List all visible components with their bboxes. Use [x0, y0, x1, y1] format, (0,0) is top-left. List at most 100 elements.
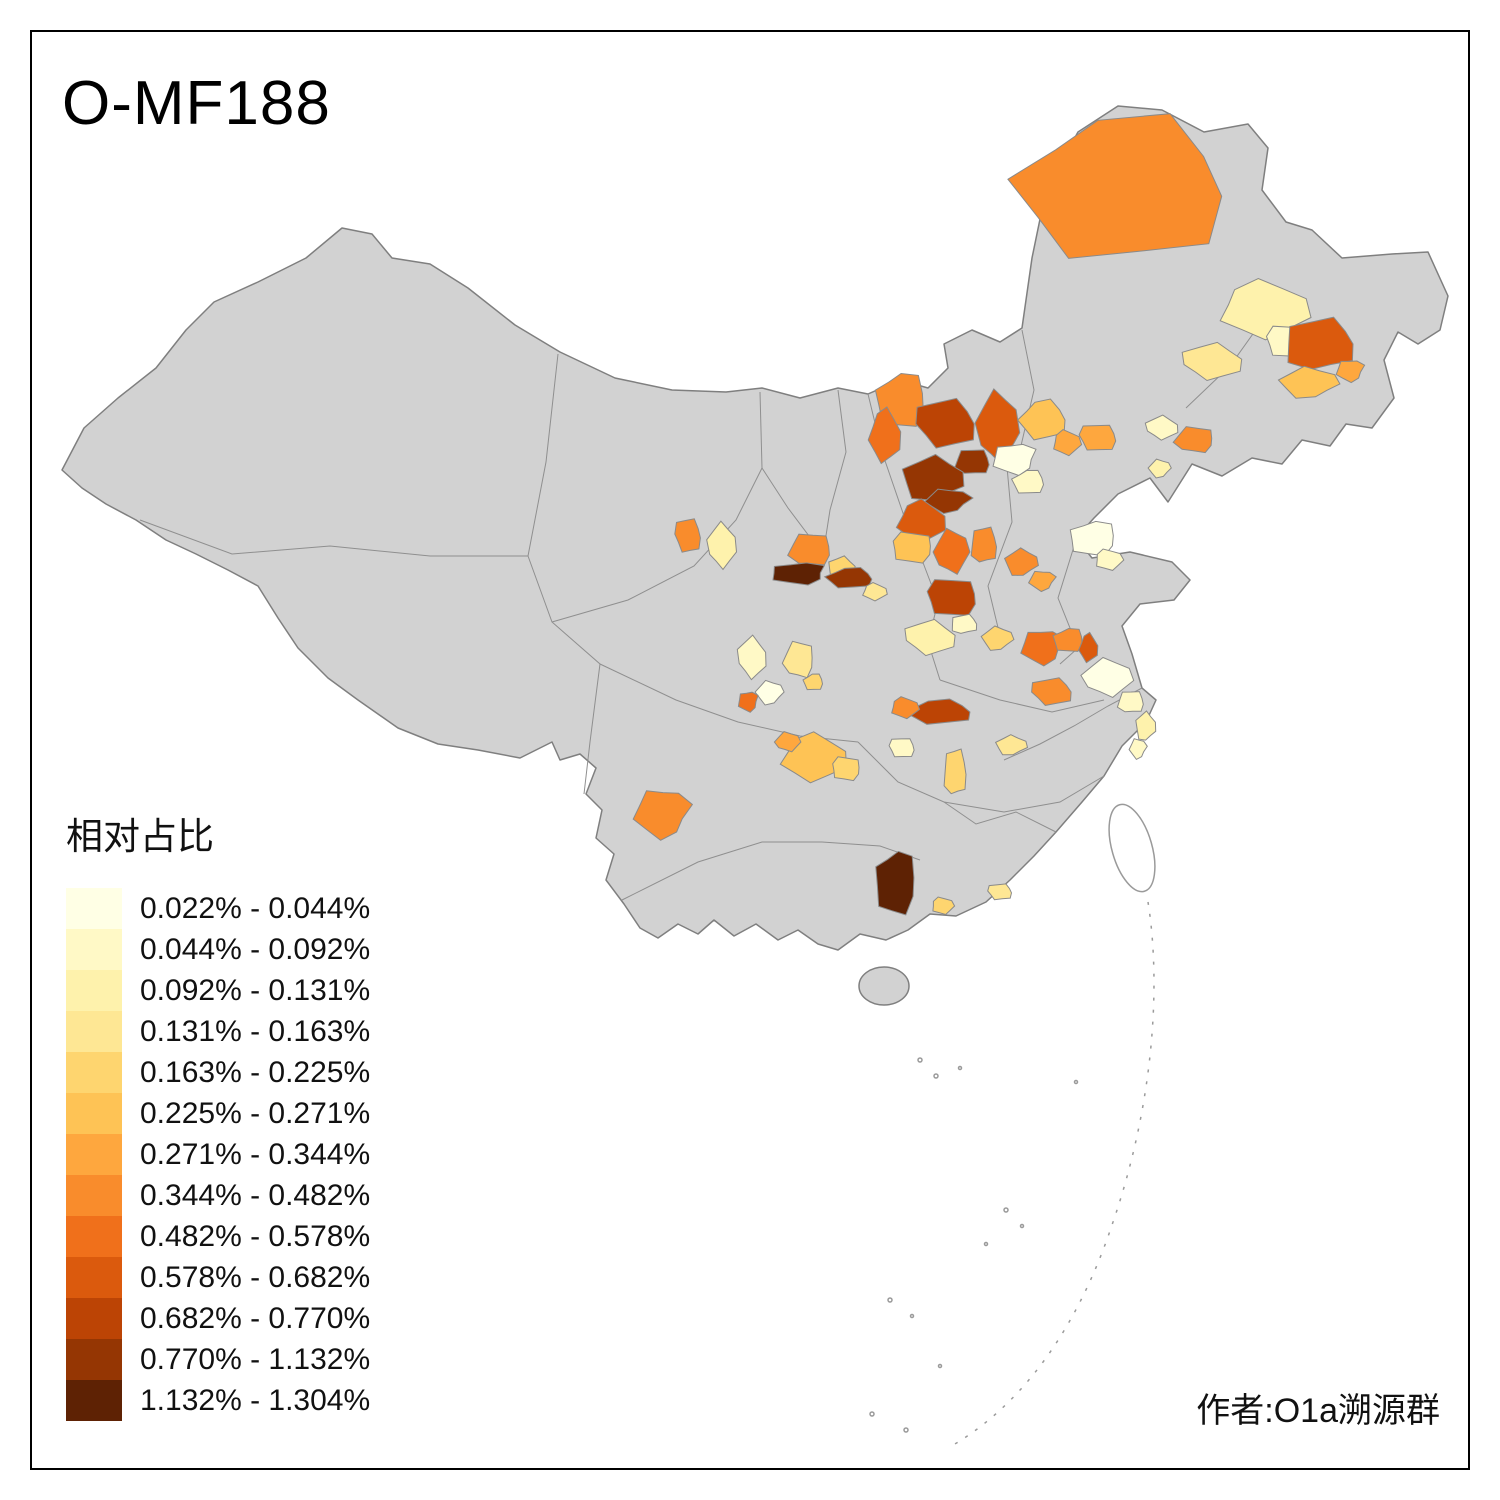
map-region	[1053, 429, 1083, 457]
map-region	[932, 896, 956, 916]
map-region	[951, 613, 978, 634]
legend-swatch	[66, 1339, 122, 1380]
map-region	[904, 618, 956, 657]
legend-swatch	[66, 1380, 122, 1421]
map-region	[926, 579, 976, 616]
legend-row: 0.022% - 0.044%	[66, 888, 370, 929]
map-region	[674, 518, 701, 553]
map-region	[875, 850, 915, 916]
map-region	[1003, 547, 1039, 576]
legend-label: 0.225% - 0.271%	[140, 1096, 371, 1130]
map-region	[1144, 414, 1179, 441]
map-region	[754, 679, 785, 706]
map-region	[1016, 398, 1066, 441]
legend-swatch	[66, 1134, 122, 1175]
legend-label: 0.092% - 0.131%	[140, 973, 371, 1007]
region-layer	[632, 113, 1366, 916]
legend-label: 0.022% - 0.044%	[140, 891, 371, 925]
map-region	[772, 562, 826, 586]
legend-label: 1.132% - 1.304%	[140, 1383, 371, 1417]
map-region	[1116, 691, 1144, 713]
hainan-island	[858, 966, 910, 1006]
map-region	[781, 640, 813, 679]
legend-row: 0.682% - 0.770%	[66, 1298, 370, 1339]
legend-label: 0.044% - 0.092%	[140, 932, 371, 966]
legend-swatch	[66, 970, 122, 1011]
legend-label: 0.131% - 0.163%	[140, 1014, 371, 1048]
map-region	[867, 406, 902, 465]
taiwan-island	[1108, 803, 1156, 893]
legend-swatch	[66, 1052, 122, 1093]
legend-swatch	[66, 1298, 122, 1339]
legend-swatch	[66, 1093, 122, 1134]
legend-swatch	[66, 929, 122, 970]
attribution-text: 作者:O1a溯源群	[1196, 1392, 1440, 1430]
legend-row: 0.344% - 0.482%	[66, 1175, 370, 1216]
map-region	[773, 731, 802, 753]
legend-label: 0.271% - 0.344%	[140, 1137, 371, 1171]
map-region	[706, 520, 738, 571]
legend-row: 0.225% - 0.271%	[66, 1093, 370, 1134]
legend-row: 0.163% - 0.225%	[66, 1052, 370, 1093]
map-region	[802, 673, 824, 691]
map-region	[915, 397, 975, 449]
legend-label: 0.344% - 0.482%	[140, 1178, 371, 1212]
legend-swatch	[66, 1011, 122, 1052]
map-region	[1069, 520, 1114, 557]
map-region	[823, 566, 873, 589]
map-region	[1172, 426, 1213, 454]
legend-swatch	[66, 1216, 122, 1257]
map-region	[994, 734, 1029, 756]
legend-row: 0.044% - 0.092%	[66, 929, 370, 970]
map-region	[1007, 113, 1223, 259]
map-region	[932, 527, 971, 575]
legend-label: 0.770% - 1.132%	[140, 1342, 371, 1376]
map-region	[953, 449, 990, 474]
map-region	[832, 756, 860, 782]
legend-label: 0.578% - 0.682%	[140, 1260, 371, 1294]
map-region	[1078, 631, 1099, 664]
south-china-sea-boundary	[869, 901, 1155, 1449]
map-region	[980, 625, 1015, 651]
legend-row: 1.132% - 1.304%	[66, 1380, 370, 1421]
legend-row: 0.271% - 0.344%	[66, 1134, 370, 1175]
map-region	[1027, 570, 1057, 593]
map-region	[943, 748, 967, 795]
map-region	[1080, 656, 1135, 698]
chart-title: O-MF188	[62, 69, 331, 138]
map-region	[987, 883, 1013, 901]
map-region	[1147, 458, 1172, 479]
legend-swatch	[66, 1175, 122, 1216]
legend: 相对占比 0.022% - 0.044% 0.044% - 0.092% 0.092…	[66, 806, 370, 1421]
legend-row: 0.770% - 1.132%	[66, 1339, 370, 1380]
legend-row: 0.092% - 0.131%	[66, 970, 370, 1011]
map-region	[970, 526, 998, 563]
map-region	[1010, 469, 1045, 494]
legend-rows: 0.022% - 0.044% 0.044% - 0.092% 0.092% - 0…	[66, 888, 370, 1421]
legend-label: 0.482% - 0.578%	[140, 1219, 371, 1253]
legend-row: 0.578% - 0.682%	[66, 1257, 370, 1298]
legend-label: 0.682% - 0.770%	[140, 1301, 371, 1335]
legend-row: 0.482% - 0.578%	[66, 1216, 370, 1257]
map-region	[1135, 710, 1157, 741]
map-region	[737, 691, 759, 713]
map-region	[888, 738, 915, 758]
map-region	[1335, 360, 1366, 384]
map-region	[892, 531, 931, 564]
map-region	[1277, 365, 1341, 399]
legend-swatch	[66, 1257, 122, 1298]
map-region	[1052, 627, 1083, 652]
map-region	[1031, 677, 1072, 706]
map-region	[1181, 341, 1243, 382]
map-region	[891, 696, 921, 720]
legend-row: 0.131% - 0.163%	[66, 1011, 370, 1052]
map-region	[1078, 424, 1117, 451]
map-region	[1128, 738, 1148, 761]
map-region	[632, 790, 694, 841]
legend-label: 0.163% - 0.225%	[140, 1055, 371, 1089]
map-region	[923, 488, 974, 515]
map-region	[1287, 316, 1354, 370]
map-region	[736, 634, 767, 681]
